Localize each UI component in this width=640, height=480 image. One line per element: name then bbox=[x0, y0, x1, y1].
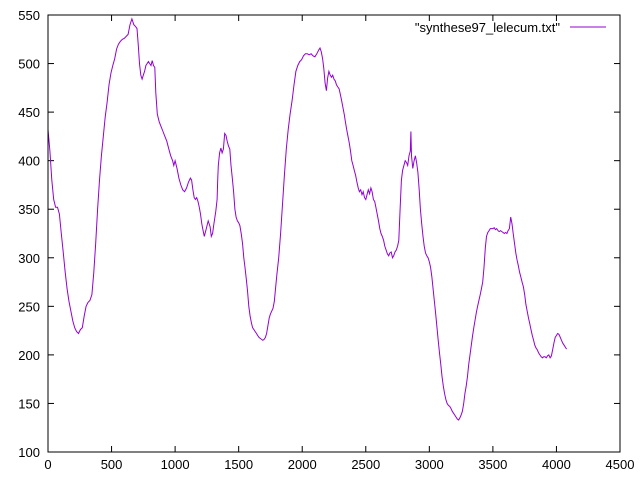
y-tick-label: 450 bbox=[18, 105, 40, 120]
y-tick-label: 400 bbox=[18, 154, 40, 169]
series-line bbox=[47, 17, 568, 421]
y-tick-label: 300 bbox=[18, 251, 40, 266]
y-tick-label: 150 bbox=[18, 396, 40, 411]
plot-border bbox=[47, 14, 621, 453]
x-tick-label: 0 bbox=[44, 457, 51, 472]
x-tick-label: 4500 bbox=[606, 457, 635, 472]
x-tick-label: 500 bbox=[101, 457, 123, 472]
x-tick-label: 2000 bbox=[288, 457, 317, 472]
x-tick-label: 1000 bbox=[161, 457, 190, 472]
x-tick-label: 2500 bbox=[351, 457, 380, 472]
y-tick-label: 550 bbox=[18, 8, 40, 23]
legend-label: "synthese97_lelecum.txt" bbox=[415, 20, 560, 35]
y-tick-label: 200 bbox=[18, 348, 40, 363]
y-tick-label: 250 bbox=[18, 299, 40, 314]
x-tick-label: 4000 bbox=[542, 457, 571, 472]
y-tick-label: 500 bbox=[18, 57, 40, 72]
x-tick-label: 3500 bbox=[478, 457, 507, 472]
legend: "synthese97_lelecum.txt" bbox=[415, 20, 606, 35]
x-tick-label: 3000 bbox=[415, 457, 444, 472]
y-tick-label: 100 bbox=[18, 445, 40, 460]
series-layer bbox=[47, 17, 568, 421]
y-tick-label: 350 bbox=[18, 202, 40, 217]
x-tick-label: 1500 bbox=[224, 457, 253, 472]
tick-layer: 0 500 1000 1500 2000 2500 3000 3500 4000 4500 100 1… bbox=[18, 8, 634, 472]
